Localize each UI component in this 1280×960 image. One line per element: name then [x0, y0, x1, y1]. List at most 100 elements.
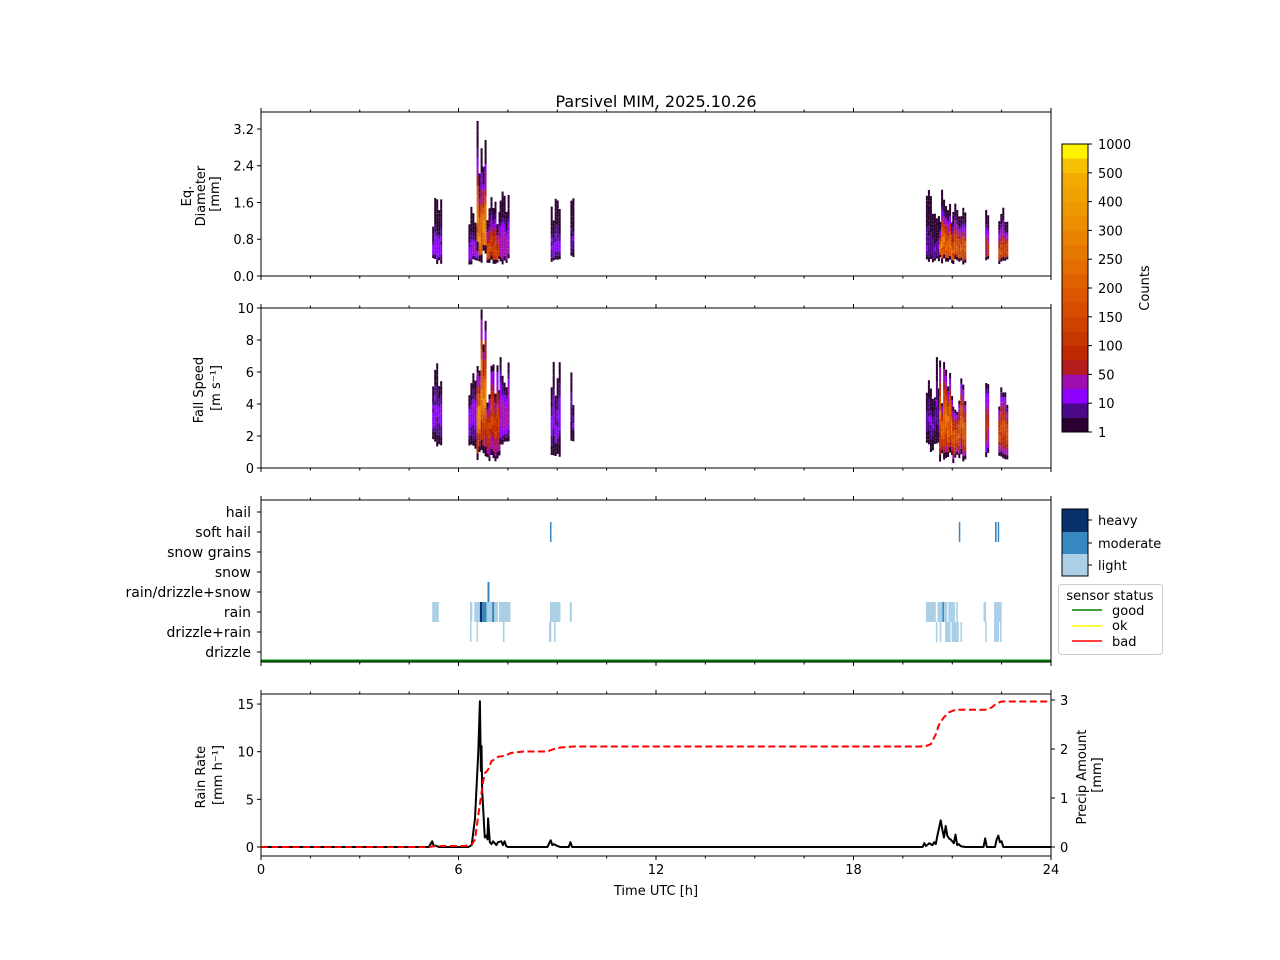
heatmap-cell [939, 226, 942, 230]
heatmap-cell [474, 409, 477, 415]
colorbar-cell [1062, 158, 1088, 174]
heatmap-cell [476, 392, 479, 400]
heatmap-cell [478, 230, 481, 237]
heatmap-cell [964, 241, 967, 245]
heatmap-cell [488, 427, 491, 433]
heatmap-cell [440, 422, 443, 427]
heatmap-cell [476, 426, 479, 434]
heatmap-cell [949, 247, 952, 252]
heatmap-cell [438, 394, 441, 399]
sensor-status-legend: sensor status good ok bad [1058, 584, 1163, 655]
heatmap-cell [554, 220, 557, 225]
heatmap-cell [570, 421, 573, 427]
heatmap-cell [470, 418, 473, 423]
heatmap-cell [951, 395, 954, 401]
heatmap-cell [486, 220, 489, 224]
heatmap-cell [468, 241, 471, 245]
heatmap-cell [1000, 234, 1003, 238]
heatmap-cell [925, 214, 928, 219]
heatmap-cell [490, 232, 493, 238]
heatmap-cell [499, 388, 502, 395]
heatmap-cell [494, 408, 497, 413]
heatmap-cell [488, 231, 491, 236]
heatmap-cell [951, 245, 954, 249]
heatmap-cell [939, 242, 942, 245]
heatmap-cell [507, 203, 510, 209]
heatmap-cell [505, 414, 508, 419]
heatmap-cell [484, 330, 487, 341]
heatmap-cell [434, 390, 437, 396]
heatmap-cell [486, 422, 489, 426]
heatmap-cell [987, 389, 990, 394]
heatmap-cell [987, 438, 990, 444]
heatmap-cell [958, 255, 961, 259]
heatmap-cell [985, 217, 988, 221]
heatmap-cell [488, 399, 491, 404]
heatmap-cell [490, 241, 493, 247]
heatmap-cell [474, 385, 477, 391]
heatmap-cell [468, 441, 471, 446]
heatmap-cell [440, 385, 443, 391]
heatmap-cell [935, 224, 938, 227]
heatmap-cell [501, 395, 504, 401]
heatmap-cell [931, 428, 934, 432]
heatmap-cell [935, 363, 938, 370]
heatmap-cell [492, 431, 495, 438]
diameter-ylabel-line-3: [mm] [208, 176, 223, 211]
heatmap-cell [496, 224, 499, 227]
heatmap-cell [498, 212, 501, 216]
heatmap-cell [488, 446, 491, 452]
heatmap-cell [931, 241, 934, 245]
heatmap-cell [503, 242, 506, 247]
heatmap-cell [480, 349, 483, 360]
heatmap-cell [501, 201, 504, 208]
heatmap-cell [558, 230, 561, 235]
heatmap-cell [498, 404, 501, 409]
heatmap-cell [958, 226, 961, 230]
heatmap-cell [480, 399, 483, 410]
heatmap-cell [925, 223, 928, 228]
heatmap-cell [570, 426, 573, 432]
heatmap-cell [556, 432, 559, 438]
heatmap-cell [935, 431, 938, 438]
heatmap-cell [929, 205, 932, 210]
heatmap-cell [507, 424, 510, 430]
heatmap-cell [964, 226, 967, 231]
heatmap-cell [499, 235, 502, 240]
heatmap-cell [962, 450, 965, 456]
heatmap-cell [434, 215, 437, 220]
heatmap-cell [943, 241, 946, 246]
heatmap-cell [943, 220, 946, 225]
heatmap-cell [947, 446, 950, 452]
heatmap-cell [927, 231, 930, 237]
heatmap-cell [933, 437, 936, 441]
heatmap-cell [499, 438, 502, 445]
precip-type-cell [487, 582, 490, 602]
heatmap-cell [552, 231, 555, 235]
heatmap-cell [470, 215, 473, 220]
heatmap-cell [939, 403, 942, 412]
heatmap-cell [468, 224, 471, 228]
heatmap-cell [572, 405, 575, 408]
heatmap-cell [550, 257, 553, 262]
heatmap-cell [468, 258, 471, 262]
precip-type-axes-frame [260, 499, 1052, 663]
heatmap-cell [960, 257, 963, 261]
colorbar-tick-label: 200 [1098, 282, 1123, 297]
heatmap-cell [474, 225, 477, 228]
heatmap-cell [438, 249, 441, 254]
y-tick-label: 10 [237, 746, 254, 761]
heatmap-cell [985, 446, 988, 452]
heatmap-cell [488, 259, 491, 263]
heatmap-cell [933, 404, 936, 408]
colorbar-cell [1062, 201, 1088, 217]
heatmap-cell [958, 242, 961, 246]
heatmap-cell [492, 377, 495, 385]
heatmap-cell [941, 195, 944, 201]
heatmap-cell [929, 223, 932, 228]
heatmap-cell [1002, 219, 1005, 223]
heatmap-cell [931, 435, 934, 440]
heatmap-cell [499, 248, 502, 253]
heatmap-cell [505, 241, 508, 245]
heatmap-cell [1006, 439, 1009, 444]
